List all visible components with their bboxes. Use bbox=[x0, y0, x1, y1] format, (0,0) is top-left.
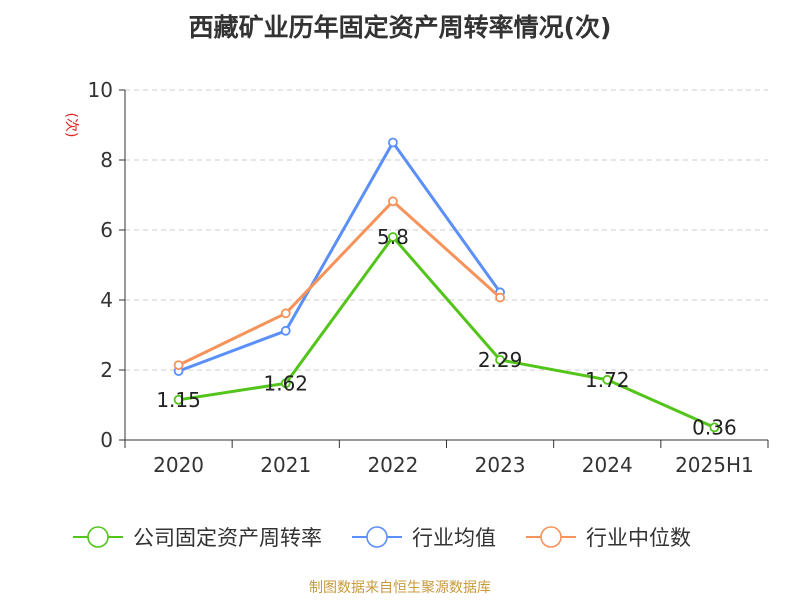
data-label: 1.62 bbox=[263, 371, 308, 395]
series-line bbox=[178, 141, 502, 373]
data-point bbox=[388, 137, 398, 148]
legend-marker bbox=[366, 526, 388, 548]
data-point bbox=[709, 422, 720, 433]
data-point bbox=[173, 394, 184, 405]
series-layer bbox=[173, 137, 720, 433]
data-label: 5.8 bbox=[377, 225, 409, 249]
data-point bbox=[173, 360, 184, 371]
series-line bbox=[178, 235, 716, 429]
series-line bbox=[177, 199, 502, 367]
data-point bbox=[388, 232, 398, 242]
legend-marker bbox=[540, 526, 562, 548]
legend-label: 公司固定资产周转率 bbox=[133, 526, 322, 550]
data-label: 1.15 bbox=[156, 388, 201, 412]
y-tick-label: 2 bbox=[100, 358, 113, 382]
x-tick-label: 2023 bbox=[475, 453, 526, 477]
legend: 公司固定资产周转率 行业均值 行业中位数 bbox=[73, 526, 691, 550]
legend-label: 行业均值 bbox=[412, 526, 496, 550]
data-label: 2.29 bbox=[478, 348, 523, 372]
data-point bbox=[280, 325, 291, 336]
x-tick-label: 2025H1 bbox=[675, 453, 754, 477]
data-point bbox=[495, 292, 505, 303]
x-tick-label: 2020 bbox=[153, 453, 204, 477]
data-label: 0.36 bbox=[692, 415, 737, 439]
legend-label: 行业中位数 bbox=[586, 526, 691, 550]
y-axis-label: (次) bbox=[63, 113, 79, 138]
legend-marker bbox=[87, 526, 109, 548]
data-point bbox=[280, 378, 291, 389]
y-tick-label: 8 bbox=[100, 148, 113, 172]
axis-layer: 0 2 4 6 8 10 2020 2021 2022 2023 2024 2025H1 bbox=[88, 78, 769, 477]
y-tick-label: 10 bbox=[88, 78, 113, 102]
data-label-layer: 1.15 1.62 5.8 2.29 1.72 0.36 bbox=[156, 225, 736, 439]
source-note: 制图数据来自恒生聚源数据库 bbox=[309, 580, 491, 596]
x-tick-label: 2021 bbox=[260, 453, 311, 477]
data-point bbox=[495, 354, 505, 365]
data-point bbox=[280, 308, 291, 319]
data-label: 1.72 bbox=[585, 368, 630, 392]
data-point bbox=[602, 374, 613, 385]
y-tick-label: 0 bbox=[100, 428, 113, 452]
x-tick-label: 2024 bbox=[582, 453, 633, 477]
data-point bbox=[388, 196, 398, 207]
grid-layer bbox=[125, 89, 768, 371]
x-tick-label: 2022 bbox=[367, 453, 418, 477]
y-tick-label: 6 bbox=[100, 218, 113, 242]
y-tick-label: 4 bbox=[100, 288, 113, 312]
chart-title: 西藏矿业历年固定资产周转率情况(次) bbox=[189, 13, 612, 42]
